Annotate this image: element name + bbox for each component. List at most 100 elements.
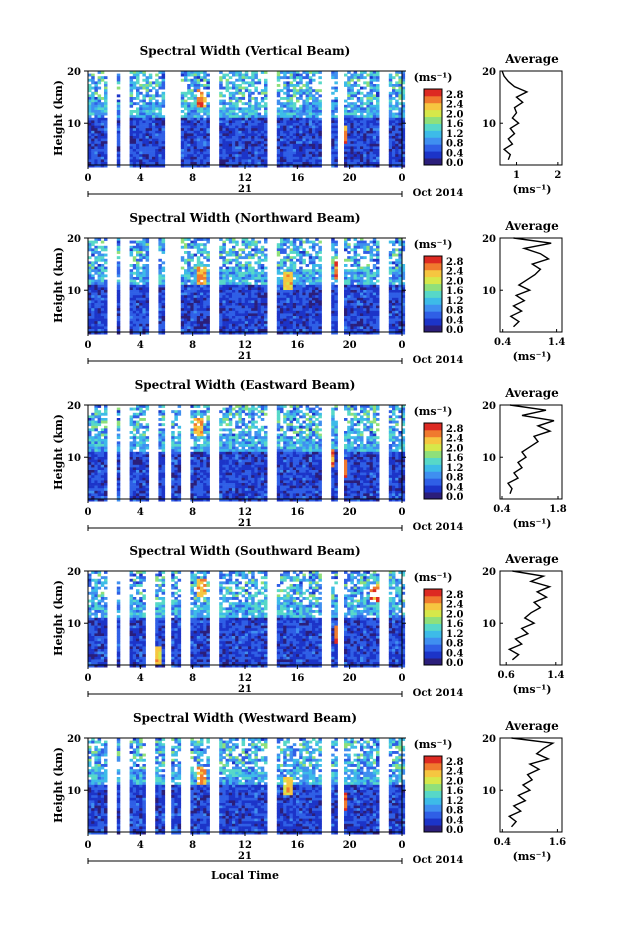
heatmap-cell: [148, 112, 153, 116]
heatmap-cell: [100, 256, 105, 260]
heatmap-cell: [145, 76, 150, 80]
heatmap-cell: [152, 94, 156, 98]
heatmap-cell: [184, 282, 188, 286]
heatmap-cell: [401, 269, 406, 273]
heatmap-cell: [97, 282, 102, 286]
heatmap-cell: [187, 136, 191, 139]
heatmap-cell: [116, 94, 121, 98]
heatmap-cell: [206, 297, 210, 301]
heatmap-cell: [398, 331, 402, 335]
heatmap-cell: [180, 284, 185, 288]
heatmap-cell: [88, 156, 92, 160]
heatmap-cell: [334, 149, 338, 152]
heatmap-cell: [305, 104, 310, 108]
heatmap-cell: [315, 123, 319, 126]
heatmap-cell: [356, 130, 361, 134]
heatmap-cell: [318, 130, 322, 134]
heatmap-cell: [187, 284, 191, 288]
heatmap-cell: [254, 102, 258, 106]
heatmap-cell: [353, 162, 358, 165]
heatmap-cell: [142, 316, 146, 319]
heatmap-cell: [398, 136, 402, 139]
heatmap-cell: [315, 112, 319, 116]
heatmap-cell: [200, 99, 204, 103]
heatmap-cell: [97, 112, 102, 116]
heatmap-cell: [248, 97, 252, 100]
heatmap-cell: [139, 115, 143, 119]
heatmap-cell: [219, 130, 223, 134]
heatmap-cell: [395, 164, 399, 168]
heatmap-cell: [100, 282, 105, 286]
heatmap-cell: [100, 76, 105, 80]
heatmap-cell: [302, 117, 306, 121]
heatmap-cell: [225, 329, 230, 332]
heatmap-cell: [129, 303, 134, 306]
heatmap-cell: [305, 253, 310, 257]
heatmap-cell: [305, 264, 310, 267]
heatmap-cell: [200, 117, 204, 121]
heatmap-cell: [235, 99, 239, 103]
heatmap-cell: [395, 266, 399, 270]
heatmap-cell: [91, 305, 95, 309]
heatmap-cell: [152, 97, 156, 100]
heatmap-cell: [225, 290, 230, 293]
heatmap-cell: [88, 313, 92, 317]
heatmap-cell: [286, 245, 290, 249]
heatmap-cell: [238, 125, 242, 129]
heatmap-cell: [395, 318, 399, 322]
heatmap-cell: [235, 287, 239, 291]
heatmap-cell: [190, 136, 194, 139]
heatmap-cell: [116, 271, 121, 275]
heatmap-cell: [280, 115, 284, 119]
heatmap-cell: [296, 84, 300, 87]
heatmap-cell: [395, 104, 399, 108]
heatmap-cell: [248, 240, 252, 244]
heatmap-cell: [228, 240, 233, 244]
heatmap-cell: [276, 120, 281, 124]
heatmap-cell: [350, 120, 354, 124]
heatmap-cell: [244, 143, 249, 147]
heatmap-cell: [219, 295, 223, 299]
heatmap-cell: [376, 323, 380, 327]
heatmap-cell: [97, 120, 102, 124]
heatmap-cell: [318, 303, 322, 306]
heatmap-cell: [91, 310, 95, 314]
heatmap-cell: [193, 149, 198, 152]
heatmap-cell: [222, 156, 226, 160]
heatmap-cell: [254, 279, 258, 283]
heatmap-cell: [241, 149, 246, 152]
heatmap-cell: [254, 143, 258, 147]
heatmap-cell: [299, 128, 303, 132]
heatmap-cell: [251, 297, 255, 301]
heatmap-cell: [248, 297, 252, 301]
heatmap-cell: [308, 279, 313, 283]
heatmap-cell: [132, 258, 137, 262]
heatmap-cell: [305, 303, 310, 306]
heatmap-cell: [344, 274, 348, 278]
heatmap-cell: [190, 240, 194, 244]
heatmap-cell: [360, 290, 364, 293]
heatmap-cell: [264, 123, 268, 126]
heatmap-cell: [254, 251, 258, 254]
heatmap-cell: [260, 120, 265, 124]
heatmap-cell: [318, 107, 322, 111]
heatmap-cell: [129, 282, 134, 286]
heatmap-cell: [289, 128, 294, 132]
heatmap-cell: [145, 125, 150, 129]
heatmap-cell: [395, 123, 399, 126]
heatmap-cell: [350, 110, 354, 113]
heatmap-cell: [184, 297, 188, 301]
heatmap-cell: [158, 271, 162, 275]
heatmap-cell: [302, 84, 306, 87]
heatmap-cell: [302, 130, 306, 134]
heatmap-cell: [302, 258, 306, 262]
heatmap-cell: [94, 143, 98, 147]
heatmap-cell: [308, 71, 313, 74]
heatmap-cell: [104, 84, 108, 87]
heatmap-cell: [187, 164, 191, 168]
heatmap-cell: [315, 117, 319, 121]
heatmap-cell: [193, 94, 198, 98]
heatmap-cell: [299, 282, 303, 286]
heatmap-cell: [244, 305, 249, 309]
heatmap-cell: [264, 110, 268, 113]
